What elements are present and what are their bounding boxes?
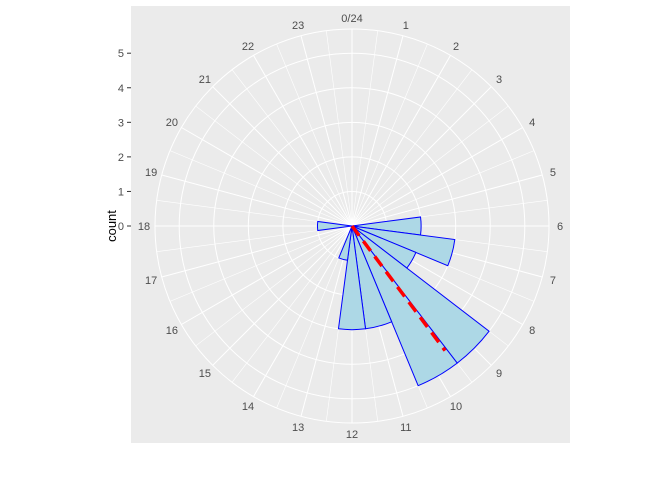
- hour-label: 1: [403, 20, 409, 32]
- hour-label: 22: [242, 41, 254, 53]
- grid-spoke-major: [351, 174, 543, 227]
- hour-label: 20: [166, 117, 178, 129]
- hour-label: 11: [400, 422, 411, 434]
- grid-spoke-major: [161, 174, 353, 227]
- grid-spoke-minor: [231, 69, 353, 227]
- hour-label: 4: [529, 117, 535, 129]
- bars: [316, 216, 490, 387]
- bar-hour-18: [316, 220, 353, 232]
- grid-spoke-minor: [351, 43, 428, 227]
- hour-label: 12: [346, 429, 358, 441]
- hour-label: 7: [550, 275, 556, 287]
- grid-spoke-minor: [351, 150, 535, 227]
- hour-label: 19: [145, 167, 157, 179]
- grid-spoke-major: [351, 55, 451, 227]
- hour-label: 18: [138, 221, 150, 233]
- hour-label: 0/24: [341, 13, 362, 25]
- hour-label: 23: [292, 20, 304, 32]
- grid-spoke-major: [253, 225, 353, 397]
- grid-spoke-major: [181, 127, 353, 227]
- grid-spoke-major: [300, 35, 353, 227]
- grid-spoke-minor: [231, 225, 353, 383]
- hour-label: 10: [450, 401, 462, 413]
- hour-label: 9: [496, 368, 502, 380]
- bar-hour-10: [351, 225, 458, 387]
- grid-spoke-major: [351, 127, 523, 227]
- grid-spoke-minor: [169, 150, 353, 227]
- hour-labels: 0/24123456789101112131415161718192021222…: [138, 13, 563, 441]
- hour-label: 6: [557, 221, 563, 233]
- y-tick-label: 5: [118, 48, 124, 60]
- mean-line: [350, 224, 447, 352]
- hour-label: 3: [496, 74, 502, 86]
- grid-spoke-minor: [195, 105, 353, 227]
- y-tick-label: 4: [118, 83, 124, 95]
- grid-spoke-minor: [325, 30, 353, 227]
- y-tick-label: 3: [118, 117, 124, 129]
- hour-label: 5: [550, 167, 556, 179]
- bar-hour-7: [351, 225, 456, 267]
- grid-spoke-minor: [195, 225, 353, 347]
- hour-label: 2: [453, 41, 459, 53]
- hour-label: 8: [529, 325, 535, 337]
- mean-direction-line: [350, 224, 447, 352]
- hour-label: 17: [145, 275, 157, 287]
- bar-hour-13: [338, 225, 353, 261]
- grid-spoke-minor: [351, 105, 509, 227]
- y-tick-label: 1: [118, 186, 124, 198]
- y-tick-label: 2: [118, 152, 124, 164]
- grid-spoke-major: [351, 86, 492, 227]
- grid-spoke-minor: [351, 69, 473, 227]
- grid-spoke-major: [181, 225, 353, 325]
- y-axis-label: count: [104, 210, 119, 242]
- grid-spoke-major: [253, 55, 353, 227]
- grid-lines: [154, 28, 550, 424]
- bar-hour-12: [337, 225, 367, 331]
- y-axis: 0 1 2 3 4 5: [118, 48, 131, 233]
- grid-spoke-major: [212, 225, 353, 366]
- grid-spoke-major: [161, 225, 353, 278]
- hour-label: 16: [166, 325, 178, 337]
- grid-spoke-minor: [351, 30, 379, 227]
- grid-spoke-minor: [276, 43, 353, 227]
- grid-spoke-major: [351, 35, 404, 227]
- hour-label: 21: [199, 74, 211, 86]
- y-tick-label: 0: [118, 221, 124, 233]
- hour-label: 15: [199, 368, 211, 380]
- grid-spoke-major: [212, 86, 353, 227]
- grid-spoke-minor: [169, 225, 353, 302]
- hour-label: 13: [292, 422, 304, 434]
- hour-label: 14: [242, 401, 254, 413]
